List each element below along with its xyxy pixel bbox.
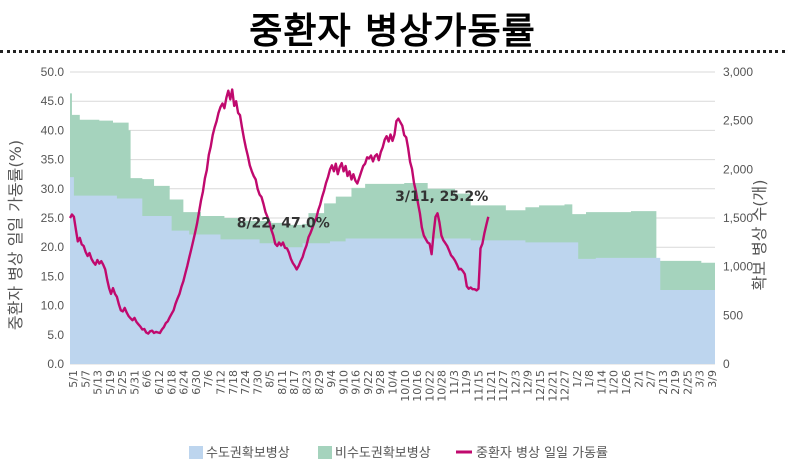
x-tick-label: 9/22 [362,370,375,395]
x-tick-label: 7/24 [239,370,252,395]
y-right-tick-label: 2,500 [723,114,753,128]
x-tick-label: 7/12 [215,370,228,395]
x-tick-label: 1/8 [583,370,596,388]
x-tick-label: 5/13 [92,370,105,395]
x-tick-label: 3/3 [694,370,707,388]
x-tick-label: 6/6 [141,370,154,388]
x-tick-label: 1/2 [571,370,584,388]
y-axis-left-label: 중환자 병상 일일 가동률(%) [6,140,25,330]
x-tick-label: 8/17 [288,370,301,395]
y-left-tick-label: 45.0 [41,94,65,108]
left-axis-ticks: 0.0 5.0 10.0 15.0 20.0 25.0 30.0 35.0 40.0 45.0 50… [41,65,65,371]
x-tick-label: 2/13 [657,370,670,395]
x-tick-label: 11/21 [485,370,498,402]
data-label: 8/22, 47.0% [237,216,330,232]
x-tick-label: 2/25 [681,370,694,395]
x-tick-label: 5/31 [128,370,141,395]
x-tick-label: 6/18 [165,370,178,395]
annotations: 8/22, 47.0% 3/11, 25.2% [237,189,489,232]
x-tick-label: 2/1 [632,370,645,388]
x-tick-label: 10/4 [387,370,400,395]
y-right-tick-label: 1,500 [723,211,753,225]
x-tick-label: 9/4 [325,370,338,388]
y-left-tick-label: 5.0 [47,328,64,342]
y-left-tick-label: 20.0 [41,240,65,254]
legend-label-capital: 수도권확보병상 [206,446,290,461]
y-right-tick-label: 1,000 [723,260,753,274]
x-tick-label: 10/10 [399,370,412,402]
x-tick-label: 10/16 [411,370,424,402]
legend-label-noncapital: 비수도권확보병상 [335,446,431,461]
x-tick-label: 1/20 [608,370,621,395]
x-axis-ticks: 5/1 5/7 5/13 5/19 5/25 5/31 6/6 6/12 6/18 6/24 6/3… [67,370,719,402]
x-tick-label: 1/14 [595,370,608,395]
x-tick-label: 9/16 [350,370,363,395]
x-tick-label: 8/29 [313,370,326,395]
x-tick-label: 11/9 [460,370,473,395]
x-tick-label: 6/24 [178,370,191,395]
x-tick-label: 11/27 [497,370,510,402]
x-tick-label: 9/10 [337,370,350,395]
area-series [70,93,715,364]
y-left-tick-label: 35.0 [41,153,65,167]
x-tick-label: 12/21 [546,370,559,402]
x-tick-label: 1/26 [620,370,633,395]
x-tick-label: 2/7 [645,370,658,388]
y-left-tick-label: 40.0 [41,123,65,137]
rate-line [68,88,490,335]
right-axis-ticks: 0 500 1,000 1,500 2,000 2,500 3,000 [723,65,753,371]
x-tick-label: 8/11 [276,370,289,395]
x-tick-label: 8/23 [301,370,314,395]
x-tick-label: 10/22 [423,370,436,402]
y-right-tick-label: 500 [723,308,743,322]
y-axis-right-label: 확보 병상 수(개) [750,180,769,291]
x-tick-label: 5/19 [104,370,117,395]
y-right-tick-label: 2,000 [723,162,753,176]
x-tick-label: 10/28 [436,370,449,402]
x-tick-label: 7/30 [251,370,264,395]
legend-label-rate: 중환자 병상 일일 가동률 [476,446,608,461]
y-left-tick-label: 50.0 [41,65,65,79]
x-tick-label: 12/9 [522,370,535,395]
y-left-tick-label: 10.0 [41,299,65,313]
x-tick-label: 7/18 [227,370,240,395]
y-left-tick-label: 0.0 [47,357,64,371]
x-tick-label: 7/6 [202,370,215,388]
chart-title: 중환자 병상가동률 [249,11,536,52]
y-left-tick-label: 30.0 [41,182,65,196]
x-tick-label: 12/27 [559,370,572,402]
x-tick-label: 5/7 [79,370,92,388]
title-divider [0,50,785,53]
x-tick-label: 6/30 [190,370,203,395]
y-right-tick-label: 3,000 [723,65,753,79]
y-right-tick-label: 0 [723,357,730,371]
x-tick-label: 2/19 [669,370,682,395]
y-left-tick-label: 15.0 [41,269,65,283]
x-tick-label: 11/15 [473,370,486,402]
area-capital-beds [70,177,715,364]
legend-swatch-noncapital [318,446,332,459]
x-tick-label: 5/25 [116,370,129,395]
x-tick-label: 8/5 [264,370,277,388]
x-tick-label: 12/15 [534,370,547,402]
x-tick-label: 12/3 [509,370,522,395]
legend-swatch-capital [189,446,203,459]
x-tick-label: 3/9 [706,370,719,388]
legend: 수도권확보병상 비수도권확보병상 중환자 병상 일일 가동률 [189,446,608,461]
x-tick-label: 11/3 [448,370,461,395]
x-tick-label: 6/12 [153,370,166,395]
x-tick-label: 9/28 [374,370,387,395]
y-left-tick-label: 25.0 [41,211,65,225]
line-series [68,88,490,335]
x-tick-label: 5/1 [67,370,80,388]
data-label: 3/11, 25.2% [395,189,488,205]
